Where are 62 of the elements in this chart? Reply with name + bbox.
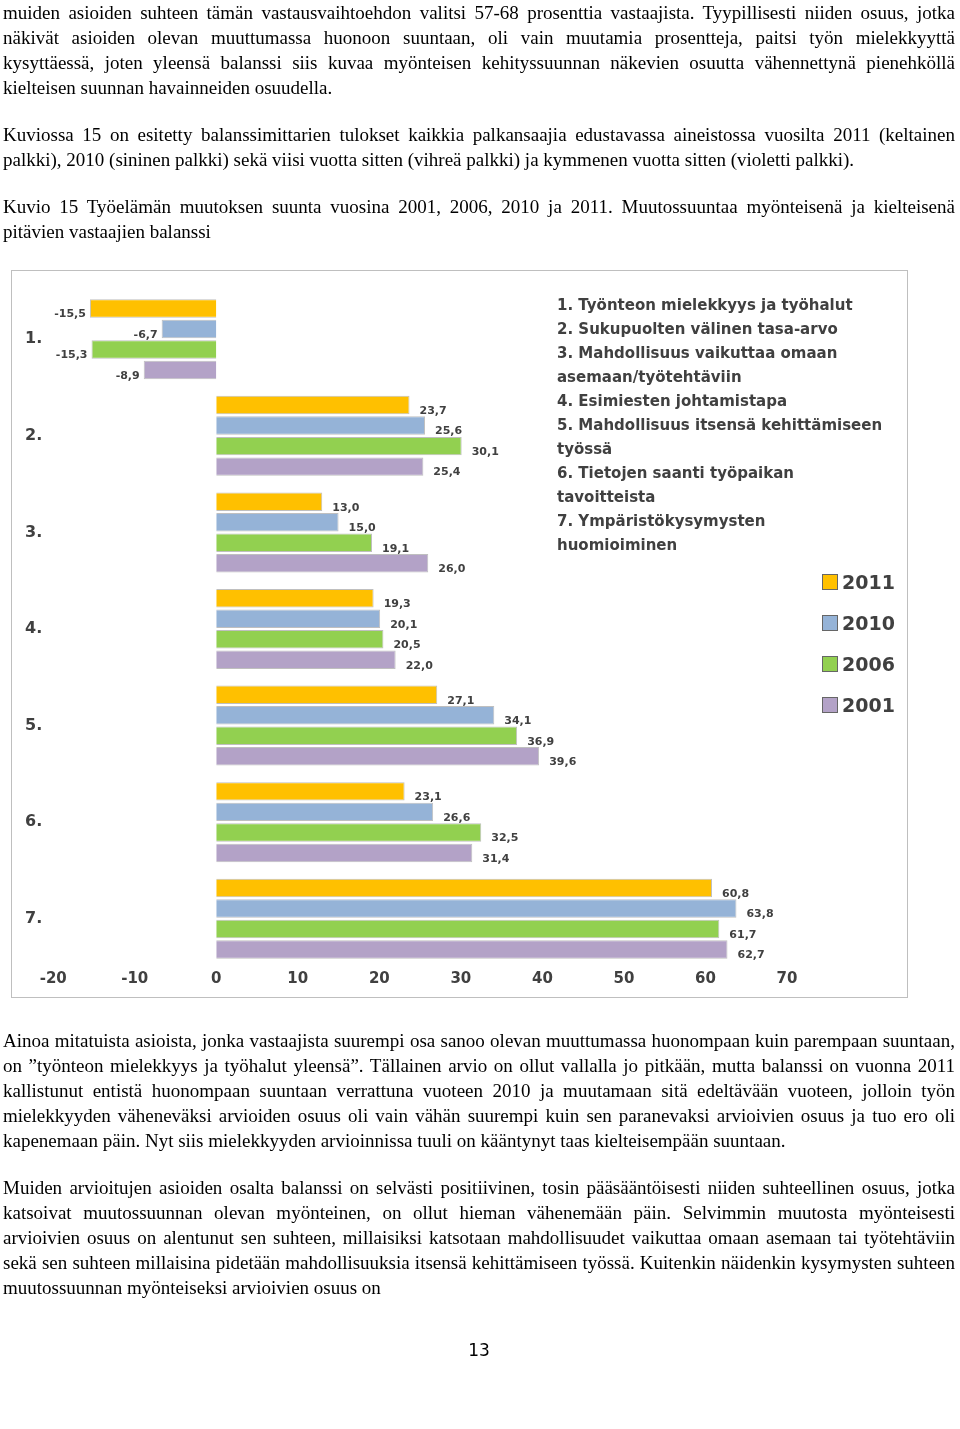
data-label: 27,1 — [447, 693, 475, 707]
data-label: 61,7 — [729, 927, 757, 941]
data-label: 26,6 — [443, 810, 471, 824]
data-label: 22,0 — [405, 658, 434, 672]
text: Muiden arvioitujen asioiden osalta balanssi on selvästi positiivinen, tosin pääsääntöisesti niiden suhteellinen osuus, jotka katsoivat muutossuunnan olevan myönteinen, on ollut hieman vähenemään päin. Selvimmin muutosta myönteisesti arvioivien osuus on alentunut sen suhteen, millaisiksi katsotaan mahdollisuudet vaikuttaa omaan asemaan tai työtehtäviin sekä sen suhteen millaisina pidetään mahdollisuuksia itsensä kehittämiseen työssä. Kuitenkin näidenkin kysymysten suhteen muutossuunnan myönteiseksi arvioivien osuus on — [3, 1176, 955, 1300]
x-tick-label: 20 — [368, 968, 390, 987]
data-label: 36,9 — [527, 734, 555, 748]
text: muiden asioiden suhteen tämän vastausvaihtoehdon valitsi 57-68 prosenttia vastaajista. Tyypillisesti niiden osuus, jotka näkivät asioiden olevan muuttumassa huonoon suuntaan, oli vain muutamia prosentteja, paitsi työn mielekkyyttä kysyttäessä, joten yleensä balanssi siis kuvaa myönteisen kehityssuunnan näkevien osuutta vähennettynä pienehköllä kielteisen suunnan havainneiden osuudella. — [3, 1, 955, 100]
annotation: 2. Sukupuolten välinen tasa-arvo — [557, 319, 839, 340]
data-label: 23,7 — [419, 403, 447, 417]
annotation: 5. Mahdollisuus itsensä kehittämiseen työssä — [557, 415, 884, 460]
data-label: 60,8 — [721, 886, 750, 900]
chart-title: Kuvio 15 Työelämän muutoksen suunta vuosina 2001, 2006, 2010 ja 2011. Muutossuuntaa myönteisenä ja kielteisenä pitävien vastaajien balanssi — [3, 195, 955, 244]
legend-label: 2011 — [842, 570, 895, 593]
y-tick-label: 4. — [24, 618, 43, 638]
data-label: 25,4 — [433, 465, 461, 479]
text: Ainoa mitatuista asioista, jonka vastaajista suurempi osa sanoo olevan muuttumassa huonompaan kuin parempaan suuntaan, on ”työnteon mielekkyys ja työhalut yleensä”. Tällainen arvio on ollut vallalla jo pitkään, mutta balanssi on vuonna 2011 kallistunut entistä huonompaan suuntaan verrattuna vuoteen 2010 ja muutamaan sitä edeltävään vuoteen, jolloin työn mielekkyyden väheneväksi arvioiden osuus oli vain vähän suurempi kuin sen paranevaksi arvioivien osuus ja tuo ero oli kapenemaan päin. Nyt siis mielekkyyden arvioinnissa tuuli on kääntynyt taas kielteisempään suuntaan. — [3, 1029, 955, 1153]
data-label: 25,6 — [435, 424, 463, 438]
y-tick-label: 2. — [24, 425, 43, 445]
x-tick-label: 70 — [776, 968, 798, 987]
data-label: 39,6 — [549, 755, 577, 769]
data-label: 26,0 — [438, 562, 466, 576]
data-label: 32,5 — [491, 831, 519, 845]
annotation: 7. Ympäristökysymysten huomioiminen — [557, 511, 767, 556]
legend-label: 2010 — [842, 611, 895, 634]
y-tick-label: 3. — [24, 521, 43, 541]
data-label: 19,1 — [382, 541, 410, 555]
data-label: 34,1 — [504, 714, 532, 728]
data-label: -6,7 — [133, 327, 158, 341]
annotation: 1. Työnteon mielekkyys ja työhalut — [557, 295, 854, 316]
data-label: 23,1 — [414, 790, 442, 804]
x-tick-label: -20 — [39, 968, 67, 987]
x-tick-label: -10 — [121, 968, 149, 987]
y-tick-label: 6. — [24, 811, 43, 831]
data-label: 20,1 — [390, 617, 418, 631]
x-tick-label: 60 — [695, 968, 716, 987]
data-label: 20,5 — [393, 638, 421, 652]
x-tick-label: 10 — [287, 968, 309, 987]
data-label: -15,3 — [55, 348, 88, 362]
y-tick-label: 7. — [24, 907, 43, 927]
data-label: 19,3 — [383, 597, 411, 611]
data-label: 13,0 — [332, 500, 360, 514]
x-tick-label: 30 — [450, 968, 472, 987]
y-tick-label: 5. — [24, 714, 43, 734]
annotation: 6. Tietojen saanti työpaikan tavoitteista — [557, 463, 795, 508]
legend-label: 2006 — [842, 652, 895, 675]
legend-label: 2001 — [842, 693, 895, 716]
annotation: 4. Esimiesten johtamistapa — [557, 391, 789, 412]
data-label: 30,1 — [471, 444, 499, 458]
data-label: 15,0 — [348, 521, 377, 535]
data-label: 62,7 — [737, 948, 765, 962]
text: Kuviossa 15 on esitetty balanssimittarien tulokset kaikkia palkansaajia edustavassa aineistossa vuosilta 2011 (keltainen palkki), 2010 (sininen palkki) sekä viisi vuotta sitten (vihreä palkki) ja kymmenen vuotta sitten (violetti palkki). — [3, 123, 955, 172]
data-label: 63,8 — [746, 907, 774, 921]
data-label: 31,4 — [482, 851, 510, 865]
annotation: 3. Mahdollisuus vaikuttaa omaan asemaan/työtehtäviin — [557, 343, 839, 388]
data-label: -8,9 — [115, 368, 140, 382]
y-tick-label: 1. — [24, 328, 43, 348]
x-tick-label: 0 — [211, 968, 222, 987]
x-tick-label: 40 — [531, 968, 553, 987]
x-tick-label: 50 — [613, 968, 635, 987]
text: 13 — [467, 1340, 491, 1360]
data-label: -15,5 — [54, 307, 86, 321]
